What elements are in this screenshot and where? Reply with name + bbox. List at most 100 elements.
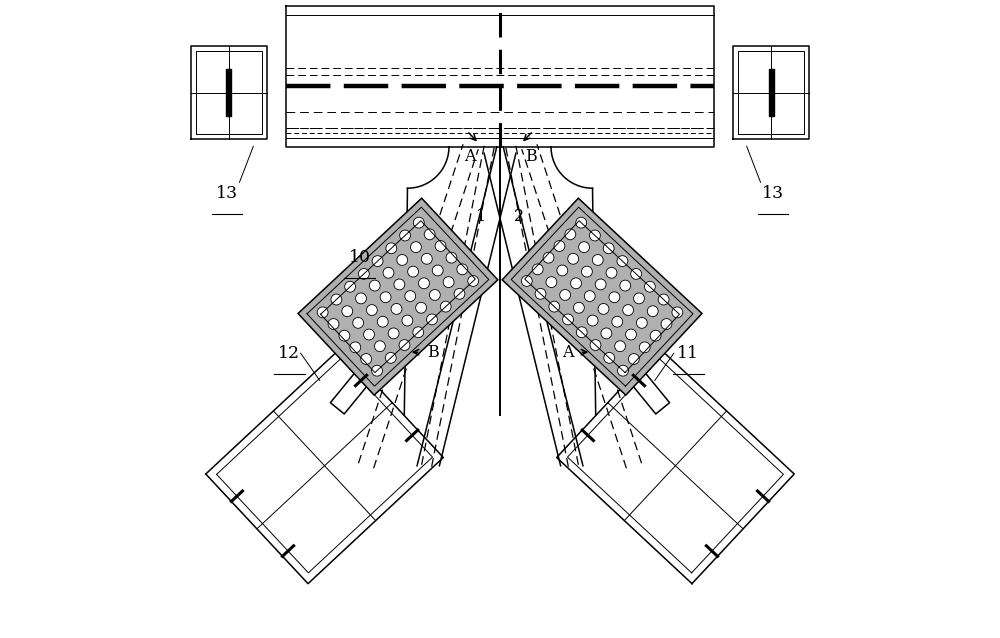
Circle shape	[609, 292, 620, 302]
Circle shape	[626, 329, 636, 340]
Circle shape	[549, 301, 560, 312]
Circle shape	[413, 327, 424, 338]
Circle shape	[400, 230, 410, 241]
Circle shape	[532, 264, 543, 275]
Circle shape	[405, 291, 416, 302]
Circle shape	[595, 279, 606, 290]
Text: B: B	[427, 344, 438, 360]
Text: 11: 11	[677, 345, 699, 362]
Circle shape	[328, 318, 339, 329]
Circle shape	[386, 243, 397, 254]
Circle shape	[364, 329, 374, 340]
Circle shape	[592, 255, 603, 265]
Circle shape	[644, 281, 655, 292]
Circle shape	[358, 269, 369, 279]
Circle shape	[394, 279, 405, 290]
Circle shape	[612, 316, 623, 327]
Circle shape	[603, 243, 614, 254]
Circle shape	[380, 292, 391, 302]
Circle shape	[631, 269, 642, 279]
Circle shape	[557, 265, 568, 276]
Circle shape	[584, 291, 595, 302]
Circle shape	[411, 242, 421, 253]
Circle shape	[413, 218, 424, 228]
Circle shape	[535, 288, 546, 299]
Circle shape	[397, 255, 408, 265]
Circle shape	[563, 314, 573, 325]
Circle shape	[402, 315, 413, 326]
Circle shape	[554, 241, 565, 251]
Circle shape	[317, 307, 328, 318]
Circle shape	[372, 365, 382, 376]
Circle shape	[361, 353, 372, 364]
Circle shape	[658, 294, 669, 305]
Circle shape	[598, 304, 609, 315]
Text: 12: 12	[278, 345, 301, 362]
Circle shape	[416, 302, 427, 313]
Polygon shape	[502, 198, 702, 395]
Circle shape	[331, 294, 342, 305]
Circle shape	[576, 218, 587, 228]
Circle shape	[590, 339, 601, 350]
Circle shape	[634, 293, 644, 304]
Circle shape	[581, 266, 592, 277]
Text: 13: 13	[216, 185, 238, 202]
Circle shape	[560, 290, 571, 300]
Circle shape	[568, 253, 579, 264]
Circle shape	[443, 277, 454, 288]
Circle shape	[617, 256, 628, 267]
Text: 10: 10	[349, 249, 371, 266]
Circle shape	[647, 306, 658, 316]
Circle shape	[427, 314, 437, 325]
Circle shape	[601, 328, 612, 339]
Text: 1: 1	[476, 209, 487, 225]
Circle shape	[628, 353, 639, 364]
Circle shape	[391, 304, 402, 315]
Circle shape	[546, 277, 557, 288]
Circle shape	[579, 242, 589, 253]
Circle shape	[565, 229, 576, 240]
Circle shape	[446, 252, 457, 263]
Circle shape	[604, 352, 615, 363]
Circle shape	[432, 265, 443, 276]
Circle shape	[419, 278, 429, 289]
Circle shape	[440, 301, 451, 312]
Circle shape	[372, 256, 383, 267]
Polygon shape	[298, 198, 498, 395]
Text: 13: 13	[762, 185, 784, 202]
Circle shape	[345, 281, 356, 292]
Circle shape	[339, 330, 350, 341]
Circle shape	[408, 266, 419, 277]
Circle shape	[576, 327, 587, 338]
Circle shape	[366, 304, 377, 315]
Circle shape	[374, 341, 385, 352]
Circle shape	[399, 339, 410, 350]
Circle shape	[350, 342, 361, 353]
Circle shape	[650, 330, 661, 341]
Circle shape	[521, 276, 532, 286]
Circle shape	[435, 241, 446, 251]
Circle shape	[377, 316, 388, 327]
Circle shape	[454, 288, 465, 299]
Circle shape	[424, 229, 435, 240]
Circle shape	[571, 278, 581, 289]
Circle shape	[639, 342, 650, 353]
Circle shape	[573, 302, 584, 313]
Circle shape	[429, 290, 440, 300]
Circle shape	[661, 318, 672, 329]
Text: B: B	[525, 148, 536, 165]
Circle shape	[388, 328, 399, 339]
Circle shape	[672, 307, 683, 318]
Circle shape	[421, 253, 432, 264]
Circle shape	[342, 306, 353, 316]
Circle shape	[353, 318, 364, 329]
Text: A: A	[562, 344, 573, 360]
Circle shape	[468, 276, 479, 286]
Circle shape	[618, 365, 628, 376]
Circle shape	[543, 252, 554, 263]
Text: A: A	[464, 148, 476, 165]
Circle shape	[620, 280, 631, 291]
Circle shape	[356, 293, 366, 304]
Circle shape	[615, 341, 626, 352]
Circle shape	[383, 267, 394, 278]
